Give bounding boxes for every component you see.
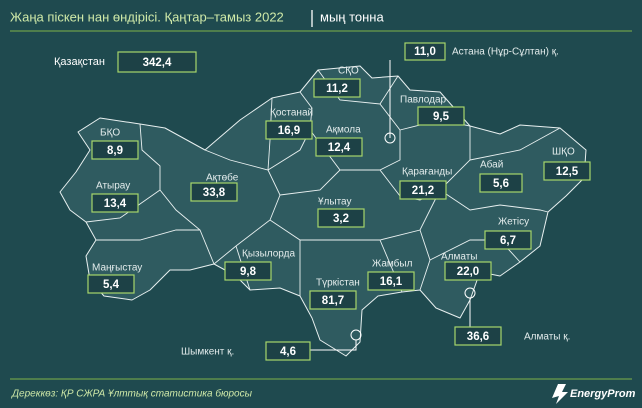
value-box (87, 274, 135, 294)
value-box (367, 271, 415, 291)
region-name: Қызылорда (242, 249, 295, 260)
region-name: Алматы (441, 252, 478, 263)
value-box (317, 208, 365, 228)
region-value: 36,6 (467, 331, 489, 343)
region-value: 12,5 (556, 166, 579, 178)
region-value: 9,8 (240, 266, 257, 278)
region-name: Астана (Нұр-Сұлтан) қ. (452, 47, 559, 58)
region-name: Шымкент қ. (181, 347, 234, 358)
region-name: Алматы қ. (524, 332, 570, 343)
city-marker (464, 287, 476, 299)
region-value: 3,2 (333, 213, 349, 225)
unit: мың тонна (320, 9, 384, 24)
value-box (265, 341, 311, 361)
region-value: 4,6 (280, 346, 296, 358)
value-box (190, 182, 238, 202)
region-value: 33,8 (203, 187, 226, 199)
value-box (309, 290, 357, 310)
value-box (399, 180, 447, 200)
region-value: 5,4 (103, 279, 120, 291)
title: Жаңа піскен нан өндірісі. Қаңтар–тамыз 2… (10, 9, 284, 24)
region-name: СҚО (338, 66, 359, 77)
city-marker (350, 329, 362, 341)
region-value: 21,2 (412, 185, 434, 197)
city-marker (384, 132, 396, 144)
region-value: 342,4 (143, 57, 172, 69)
region-labels: СҚО 11,2 Павлодар 9,5 Қостанай 16,9 Ақмо… (87, 66, 591, 361)
region-name: ШҚО (552, 147, 575, 158)
value-box (315, 137, 363, 157)
value-box (117, 51, 197, 73)
region-name: Ақмола (326, 125, 361, 136)
value-box (444, 261, 492, 281)
value-box (224, 261, 272, 281)
region-value: 12,4 (328, 142, 351, 154)
region-value: 16,9 (278, 125, 300, 137)
region-name: Қарағанды (402, 167, 452, 178)
region-value: 11,2 (326, 83, 348, 95)
value-box (454, 326, 502, 346)
region-value: 13,4 (104, 198, 127, 210)
region-name: Маңғыстау (92, 263, 142, 274)
brand-logo (552, 384, 568, 404)
region-value: 8,9 (107, 145, 123, 157)
region-value: 81,7 (322, 295, 344, 307)
region-name: Қазақстан (54, 56, 105, 68)
region-value: 9,5 (433, 111, 450, 123)
value-box (404, 42, 446, 61)
region-value: 5,6 (493, 178, 509, 190)
brand: EnergyProm (570, 388, 636, 400)
region-name: Ұлытау (318, 197, 352, 208)
region-value: 6,7 (500, 235, 516, 247)
value-box (265, 120, 313, 140)
value-box (417, 106, 465, 126)
region-name: Түркістан (316, 278, 360, 289)
region-name: Қостанай (270, 108, 313, 119)
source: Дереккөз: ҚР СЖРА Ұлттық статистика бюро… (11, 388, 253, 400)
value-box (543, 161, 591, 181)
region-value: 11,0 (414, 46, 436, 58)
region-name: Атырау (96, 181, 130, 192)
region-name: БҚО (100, 128, 120, 139)
region-name: Ақтөбе (206, 172, 239, 184)
region-value: 16,1 (380, 276, 403, 288)
region-name: Павлодар (400, 95, 447, 106)
value-box (91, 193, 139, 213)
region-value: 22,0 (457, 266, 479, 278)
value-box (313, 78, 361, 98)
region-name: Жамбыл (372, 258, 413, 270)
pointer (310, 340, 357, 351)
value-box (479, 173, 523, 193)
region-name: Жетісу (498, 217, 529, 228)
value-box (91, 140, 139, 160)
value-box (484, 230, 532, 250)
region-name: Абай (480, 159, 503, 171)
